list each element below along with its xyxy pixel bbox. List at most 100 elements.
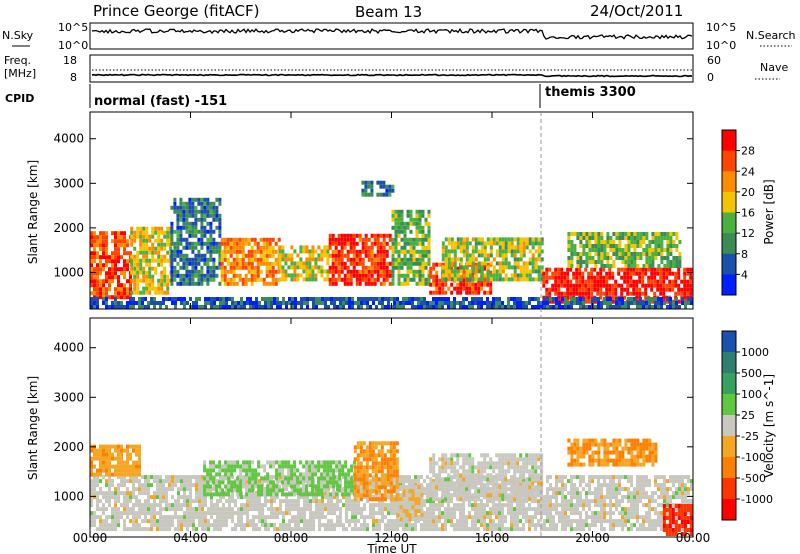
power-cell: [554, 291, 558, 296]
velocity-cell: [189, 495, 192, 500]
power-cell: [444, 265, 448, 270]
power-cell: [264, 301, 267, 305]
velocity-cell: [162, 515, 165, 520]
power-cell: [588, 244, 592, 248]
power-cell: [689, 283, 693, 288]
power-cell: [427, 229, 431, 234]
power-cell: [299, 265, 303, 270]
power-cell: [495, 277, 499, 282]
power-cell: [311, 273, 315, 278]
power-cell: [114, 275, 117, 280]
power-cell: [281, 249, 285, 254]
power-cell: [447, 277, 451, 282]
power-cell: [424, 253, 428, 258]
power-cell: [683, 295, 687, 300]
power-cell: [462, 282, 466, 287]
velocity-cell: [480, 523, 483, 528]
velocity-cell: [492, 475, 495, 480]
power-cell: [611, 295, 615, 300]
velocity-cell: [378, 507, 381, 512]
velocity-cell: [402, 475, 405, 480]
velocity-cell: [297, 515, 300, 520]
power-cell: [203, 273, 207, 278]
power-cell: [462, 278, 466, 283]
power-cell: [591, 256, 595, 260]
power-cell: [540, 273, 544, 278]
power-cell: [90, 305, 93, 309]
velocity-cell: [168, 519, 171, 524]
power-cell: [397, 221, 401, 226]
velocity-cell: [399, 475, 402, 480]
power-cell: [477, 305, 480, 309]
power-cell: [218, 245, 222, 250]
velocity-cell: [636, 511, 639, 516]
power-cell: [123, 239, 126, 244]
power-ytick-label: 2000: [53, 221, 84, 235]
power-cell: [281, 277, 285, 282]
velocity-cell: [378, 503, 381, 508]
velocity-cell: [417, 475, 420, 480]
power-cell: [176, 237, 180, 242]
power-cell: [546, 305, 549, 309]
power-cell: [250, 277, 254, 282]
power-cell: [226, 277, 230, 282]
velocity-cell: [393, 483, 396, 488]
power-cell: [468, 290, 472, 295]
power-cell: [421, 225, 425, 230]
power-cell: [317, 257, 321, 262]
velocity-cell: [456, 507, 459, 512]
velocity-cell: [630, 515, 633, 520]
velocity-cell: [636, 499, 639, 504]
velocity-cell: [483, 511, 486, 516]
power-cell: [385, 277, 389, 282]
velocity-cell: [564, 503, 567, 508]
velocity-cell: [201, 479, 204, 484]
power-cell: [170, 273, 174, 278]
velocity-cell: [597, 491, 600, 496]
power-cell: [226, 261, 230, 266]
power-cell: [373, 253, 377, 258]
power-cell: [265, 269, 269, 274]
power-cell: [456, 266, 460, 271]
power-cell: [250, 261, 254, 266]
power-cell: [156, 301, 159, 305]
velocity-cell: [522, 527, 525, 532]
power-cell: [108, 267, 111, 272]
power-cell: [129, 251, 132, 256]
power-cell: [123, 235, 126, 240]
power-cell: [102, 283, 105, 288]
power-cell: [182, 221, 186, 226]
velocity-cell: [216, 527, 219, 532]
power-cell: [510, 241, 514, 246]
power-cell: [102, 243, 105, 248]
power-cell: [375, 297, 378, 301]
power-cell: [247, 257, 251, 262]
power-cell: [108, 279, 111, 284]
power-ytick-label: 3000: [53, 176, 84, 190]
power-cell: [424, 237, 428, 242]
velocity-cell: [555, 475, 558, 480]
velocity-cell: [105, 523, 108, 528]
velocity-cell: [144, 483, 147, 488]
velocity-cell: [138, 487, 141, 492]
power-cell: [232, 281, 236, 286]
velocity-cell: [309, 483, 312, 488]
velocity-cell: [93, 523, 96, 528]
velocity-cell: [558, 487, 561, 492]
power-cell: [516, 277, 520, 282]
power-cell: [237, 301, 240, 305]
power-cell: [240, 305, 243, 309]
velocity-cell: [411, 523, 414, 528]
velocity-cell: [480, 499, 483, 504]
power-cell: [657, 236, 661, 240]
power-cell: [382, 261, 386, 266]
velocity-cell: [198, 491, 201, 496]
power-cell: [626, 279, 630, 284]
velocity-cell: [456, 527, 459, 532]
velocity-cell: [147, 503, 150, 508]
velocity-cell: [237, 515, 240, 520]
power-cell: [154, 286, 158, 291]
velocity-cell: [630, 527, 633, 532]
power-cell: [424, 261, 428, 266]
power-cell: [145, 230, 149, 235]
